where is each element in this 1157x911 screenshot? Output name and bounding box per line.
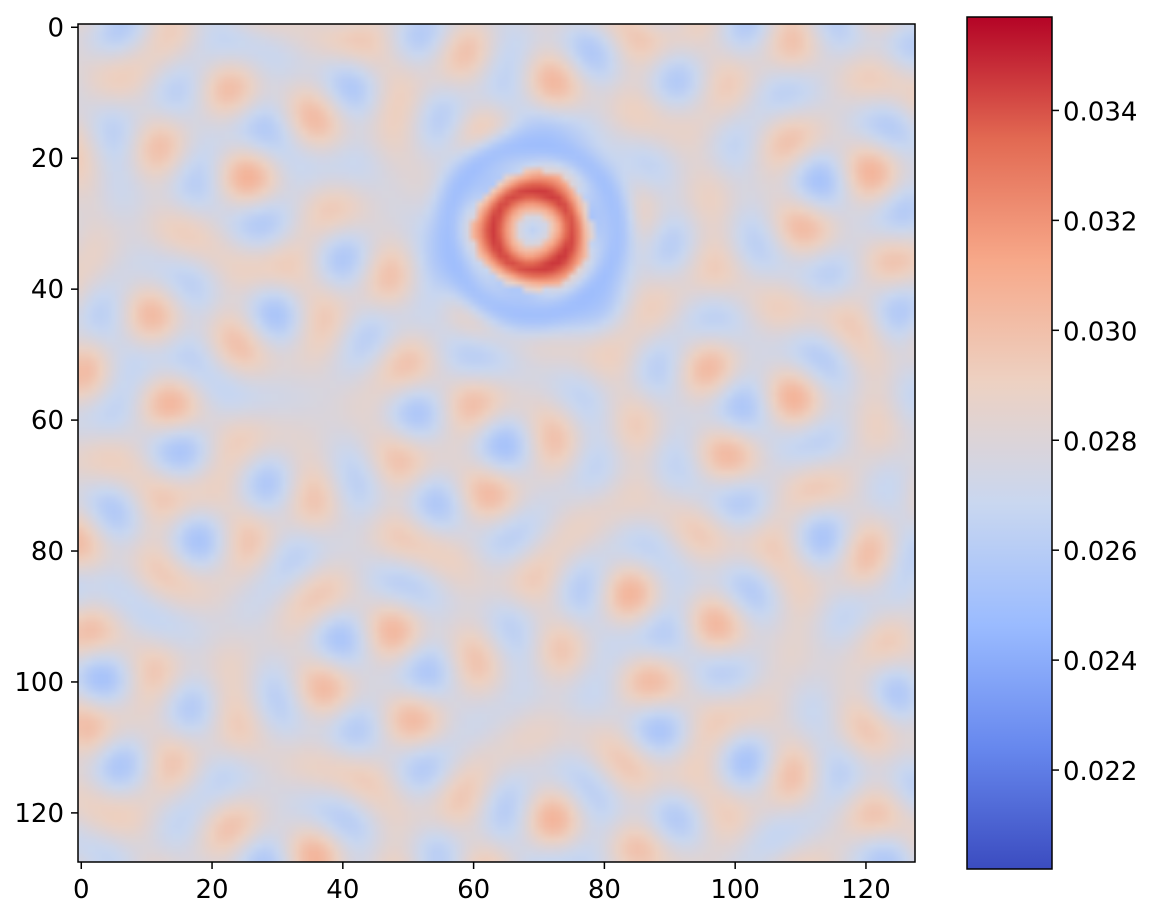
heatmap-frame [77, 23, 916, 863]
colorbar-tick-label: 0.034 [1063, 97, 1137, 127]
colorbar-axis: 0.022 0.024 0.026 0.028 0.030 0.032 0.034 [1052, 97, 1137, 787]
y-tick-label: 120 [14, 799, 64, 829]
colorbar-tick-label: 0.030 [1063, 317, 1137, 347]
heatmap-image [78, 24, 915, 862]
x-tick-label: 0 [73, 875, 90, 905]
colorbar [967, 17, 1052, 869]
x-axis: 0 20 40 60 80 100 120 [73, 862, 891, 905]
y-tick-label: 60 [31, 406, 64, 436]
colorbar-tick-label: 0.022 [1063, 757, 1137, 787]
heatmap-image-holder [78, 24, 915, 862]
colorbar-frame [966, 16, 1053, 870]
x-tick-label: 40 [326, 875, 359, 905]
colorbar-tick-label: 0.026 [1063, 537, 1137, 567]
y-tick-label: 20 [31, 144, 64, 174]
x-tick-label: 60 [457, 875, 490, 905]
y-tick-label: 100 [14, 668, 64, 698]
x-tick-label: 100 [710, 875, 760, 905]
y-tick-label: 0 [47, 13, 64, 43]
x-tick-label: 20 [196, 875, 229, 905]
x-tick-label: 80 [588, 875, 621, 905]
y-axis: 0 20 40 60 80 100 120 [14, 13, 78, 829]
y-tick-label: 80 [31, 537, 64, 567]
x-tick-label: 120 [841, 875, 891, 905]
colorbar-tick-label: 0.024 [1063, 647, 1137, 677]
y-tick-label: 40 [31, 275, 64, 305]
colorbar-tick-label: 0.032 [1063, 207, 1137, 237]
colorbar-tick-label: 0.028 [1063, 427, 1137, 457]
